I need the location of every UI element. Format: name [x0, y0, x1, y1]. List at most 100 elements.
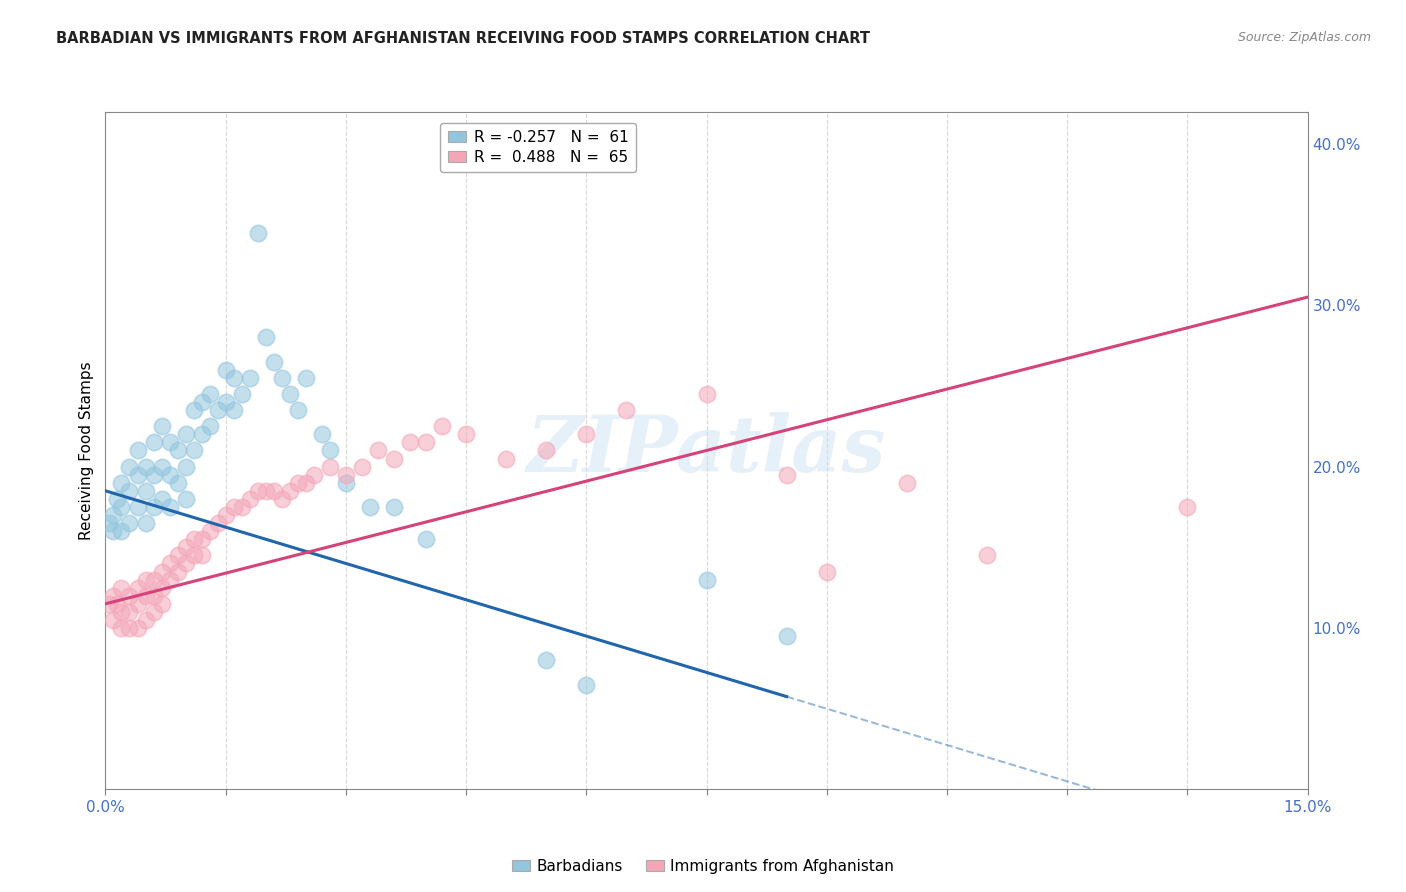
- Point: [98, 597, 121, 611]
- Point: [127, 500, 149, 514]
- Point: [127, 621, 149, 635]
- Point: [159, 573, 181, 587]
- Point: [190, 395, 212, 409]
- Point: [142, 467, 165, 482]
- Point: [575, 677, 598, 691]
- Text: Source: ZipAtlas.com: Source: ZipAtlas.com: [1237, 31, 1371, 45]
- Point: [270, 491, 292, 506]
- Point: [776, 629, 799, 643]
- Point: [166, 443, 188, 458]
- Point: [174, 491, 197, 506]
- Point: [118, 483, 141, 498]
- Point: [118, 459, 141, 474]
- Point: [696, 573, 718, 587]
- Point: [166, 475, 188, 490]
- Point: [382, 451, 405, 466]
- Text: BARBADIAN VS IMMIGRANTS FROM AFGHANISTAN RECEIVING FOOD STAMPS CORRELATION CHART: BARBADIAN VS IMMIGRANTS FROM AFGHANISTAN…: [56, 31, 870, 46]
- Point: [231, 387, 253, 401]
- Point: [159, 500, 181, 514]
- Point: [198, 524, 221, 538]
- Point: [142, 605, 165, 619]
- Point: [103, 508, 125, 522]
- Point: [135, 459, 157, 474]
- Point: [287, 403, 309, 417]
- Point: [263, 483, 285, 498]
- Point: [231, 500, 253, 514]
- Point: [534, 443, 557, 458]
- Point: [896, 475, 918, 490]
- Point: [150, 581, 173, 595]
- Point: [222, 403, 245, 417]
- Point: [278, 387, 301, 401]
- Point: [110, 581, 132, 595]
- Point: [135, 613, 157, 627]
- Point: [214, 395, 236, 409]
- Point: [110, 500, 132, 514]
- Point: [198, 387, 221, 401]
- Point: [107, 597, 129, 611]
- Point: [616, 403, 638, 417]
- Point: [107, 491, 129, 506]
- Point: [575, 427, 598, 442]
- Point: [415, 533, 437, 547]
- Point: [246, 483, 269, 498]
- Point: [159, 435, 181, 450]
- Point: [311, 427, 333, 442]
- Point: [103, 613, 125, 627]
- Point: [295, 371, 318, 385]
- Point: [454, 427, 477, 442]
- Point: [118, 621, 141, 635]
- Point: [815, 565, 838, 579]
- Point: [150, 565, 173, 579]
- Point: [110, 475, 132, 490]
- Point: [183, 403, 205, 417]
- Point: [222, 371, 245, 385]
- Point: [246, 226, 269, 240]
- Point: [190, 427, 212, 442]
- Point: [103, 524, 125, 538]
- Point: [534, 653, 557, 667]
- Legend: R = -0.257   N =  61, R =  0.488   N =  65: R = -0.257 N = 61, R = 0.488 N = 65: [440, 122, 637, 172]
- Point: [278, 483, 301, 498]
- Point: [118, 516, 141, 530]
- Point: [263, 354, 285, 368]
- Point: [150, 597, 173, 611]
- Point: [142, 573, 165, 587]
- Point: [696, 387, 718, 401]
- Point: [207, 516, 229, 530]
- Legend: Barbadians, Immigrants from Afghanistan: Barbadians, Immigrants from Afghanistan: [506, 853, 900, 880]
- Point: [183, 549, 205, 563]
- Point: [287, 475, 309, 490]
- Point: [118, 605, 141, 619]
- Point: [98, 516, 121, 530]
- Point: [150, 419, 173, 434]
- Point: [159, 467, 181, 482]
- Point: [127, 597, 149, 611]
- Point: [183, 533, 205, 547]
- Point: [142, 589, 165, 603]
- Point: [399, 435, 422, 450]
- Point: [174, 459, 197, 474]
- Point: [110, 524, 132, 538]
- Point: [127, 467, 149, 482]
- Point: [118, 589, 141, 603]
- Point: [335, 475, 357, 490]
- Point: [135, 516, 157, 530]
- Point: [142, 500, 165, 514]
- Point: [214, 508, 236, 522]
- Point: [159, 557, 181, 571]
- Point: [103, 589, 125, 603]
- Point: [254, 483, 277, 498]
- Point: [367, 443, 389, 458]
- Point: [976, 549, 998, 563]
- Point: [135, 483, 157, 498]
- Point: [295, 475, 318, 490]
- Point: [359, 500, 381, 514]
- Point: [222, 500, 245, 514]
- Point: [495, 451, 517, 466]
- Point: [110, 621, 132, 635]
- Point: [174, 541, 197, 555]
- Point: [302, 467, 325, 482]
- Point: [270, 371, 292, 385]
- Point: [135, 589, 157, 603]
